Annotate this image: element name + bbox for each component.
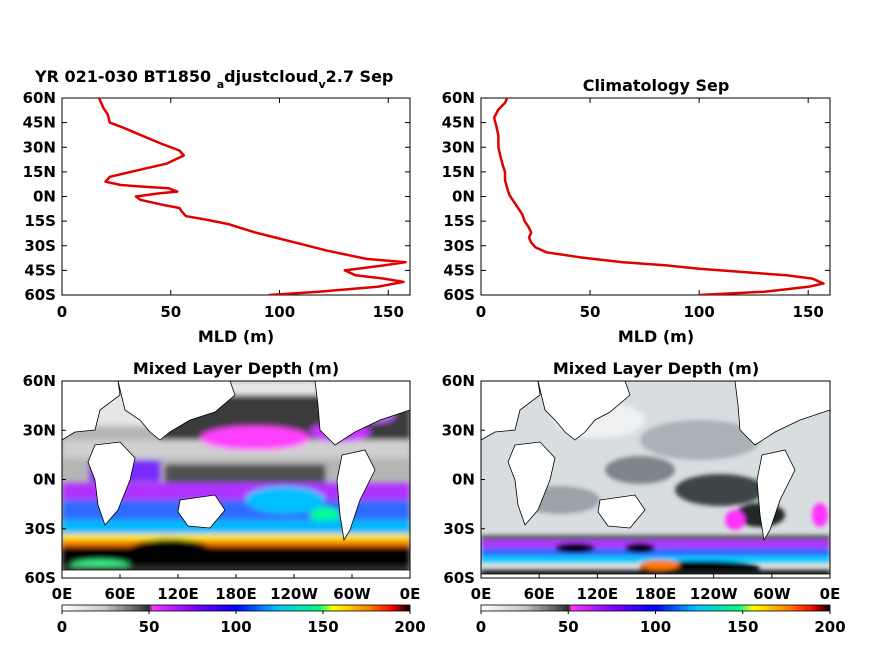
- model-map-x-tick-label: 180E: [215, 585, 257, 603]
- model-map-x-tick-label: 0E: [52, 585, 73, 603]
- climatology-y-ticks: 60N 45N 30N 15N 0N 15S 30S 45S 60S: [442, 89, 830, 304]
- model-map-x-ticks: 0E 60E 120E 180E 120W 60W 0E: [52, 574, 421, 603]
- climatology-x-axis-label: MLD (m): [618, 327, 694, 346]
- climatology-y-tick-label: 0N: [452, 188, 475, 206]
- climatology-colorbar-ticks: 0 50 100 150 200: [476, 611, 846, 636]
- map-panel-climatology: Mixed Layer Depth (m): [442, 359, 846, 636]
- model-map-x-tick-label: 60E: [104, 585, 135, 603]
- map-panel-model: Mixed Layer Depth (m): [23, 359, 426, 636]
- model-y-tick-label: 30N: [23, 138, 56, 156]
- model-map-y-tick-label: 0N: [33, 471, 56, 489]
- climatology-y-tick-label: 60S: [443, 286, 475, 304]
- climatology-map-x-ticks: 0E 60E 120E 180E 120W 60W 0E: [471, 574, 841, 603]
- climatology-map-x-tick-label: 120E: [577, 585, 619, 603]
- model-x-ticks: 0 50 100 150: [57, 98, 404, 321]
- model-y-tick-label: 60N: [23, 89, 56, 107]
- model-mld-field: [62, 381, 410, 578]
- climatology-x-tick-label: 0: [476, 303, 486, 321]
- climatology-colorbar-tick-label: 150: [727, 618, 758, 636]
- model-x-tick-label: 100: [264, 303, 295, 321]
- climatology-y-tick-label: 15S: [443, 212, 475, 230]
- climatology-map-title: Mixed Layer Depth (m): [553, 359, 759, 378]
- climatology-mld-profile-line: [492, 98, 825, 295]
- model-x-tick-label: 0: [57, 303, 67, 321]
- climatology-x-ticks: 0 50 100 150: [476, 98, 824, 321]
- model-y-tick-label: 60S: [24, 286, 56, 304]
- model-y-tick-label: 15N: [23, 163, 56, 181]
- climatology-map-x-tick-label: 0E: [820, 585, 841, 603]
- climatology-mld-field: [481, 381, 830, 578]
- model-map-x-tick-label: 120W: [270, 585, 318, 603]
- climatology-colorbar-tick-label: 0: [476, 618, 486, 636]
- model-plot-frame: [61, 97, 411, 296]
- model-map-y-tick-label: 30N: [23, 421, 56, 439]
- model-mld-profile-line: [97, 98, 407, 295]
- model-map-x-tick-label: 60W: [333, 585, 371, 603]
- model-map-title: Mixed Layer Depth (m): [133, 359, 339, 378]
- climatology-colorbar-tick-label: 200: [814, 618, 845, 636]
- climatology-y-tick-label: 45S: [443, 261, 475, 279]
- model-y-tick-label: 45N: [23, 114, 56, 132]
- climatology-map-y-tick-label: 60N: [442, 372, 475, 390]
- climatology-x-tick-label: 100: [683, 303, 714, 321]
- climatology-colorbar-tick-label: 100: [640, 618, 671, 636]
- model-map-y-tick-label: 60N: [23, 372, 56, 390]
- model-y-tick-label: 15S: [24, 212, 56, 230]
- model-map-x-tick-label: 120E: [157, 585, 199, 603]
- climatology-y-tick-label: 30N: [442, 138, 475, 156]
- climatology-y-tick-label: 30S: [443, 237, 475, 255]
- climatology-colorbar-tick-label: 50: [558, 618, 579, 636]
- model-colorbar-tick-label: 0: [57, 618, 67, 636]
- model-map-y-tick-label: 60S: [24, 569, 56, 587]
- climatology-panel-title: Climatology Sep: [583, 76, 730, 95]
- model-map-y-tick-label: 30S: [24, 520, 56, 538]
- model-y-tick-label: 30S: [24, 237, 56, 255]
- model-x-axis-label: MLD (m): [198, 327, 274, 346]
- climatology-map-x-tick-label: 60W: [753, 585, 791, 603]
- climatology-y-tick-label: 45N: [442, 114, 475, 132]
- climatology-map-x-tick-label: 60E: [524, 585, 555, 603]
- model-y-tick-label: 0N: [33, 188, 56, 206]
- model-x-tick-label: 150: [373, 303, 404, 321]
- climatology-y-tick-label: 15N: [442, 163, 475, 181]
- climatology-y-tick-label: 60N: [442, 89, 475, 107]
- model-map-y-ticks: 60N 30N 0N 30S 60S: [23, 372, 66, 587]
- climatology-map-y-ticks: 60N 30N 0N 30S 60S: [442, 372, 485, 587]
- model-colorbar: [61, 604, 411, 612]
- climatology-map-y-tick-label: 30N: [442, 421, 475, 439]
- climatology-colorbar: [480, 604, 831, 612]
- climatology-map-x-tick-label: 180E: [635, 585, 677, 603]
- climatology-x-tick-label: 50: [580, 303, 601, 321]
- model-y-ticks: 60N 45N 30N 15N 0N 15S 30S 45S 60S: [23, 89, 410, 304]
- model-colorbar-tick-label: 50: [139, 618, 160, 636]
- climatology-map-x-tick-label: 0E: [471, 585, 492, 603]
- model-colorbar-ticks: 0 50 100 150 200: [57, 611, 426, 636]
- model-x-tick-label: 50: [160, 303, 181, 321]
- climatology-map-y-tick-label: 30S: [443, 520, 475, 538]
- model-panel-title: YR 021-030 BT1850 adjustcloudv2.7 Sep: [34, 67, 393, 91]
- profile-panel-model: YR 021-030 BT1850 adjustcloudv2.7 Sep 60…: [23, 67, 411, 346]
- model-colorbar-tick-label: 200: [394, 618, 425, 636]
- climatology-x-tick-label: 150: [793, 303, 824, 321]
- model-map-x-tick-label: 0E: [400, 585, 421, 603]
- model-colorbar-tick-label: 100: [220, 618, 251, 636]
- model-colorbar-tick-label: 150: [307, 618, 338, 636]
- climatology-map-y-tick-label: 60S: [443, 569, 475, 587]
- profile-panel-climatology: Climatology Sep 60N45N30N15N0N15S30S45S6…: [442, 76, 831, 346]
- climatology-map-x-tick-label: 120W: [690, 585, 738, 603]
- climatology-map-y-tick-label: 0N: [452, 471, 475, 489]
- model-y-tick-label: 45S: [24, 261, 56, 279]
